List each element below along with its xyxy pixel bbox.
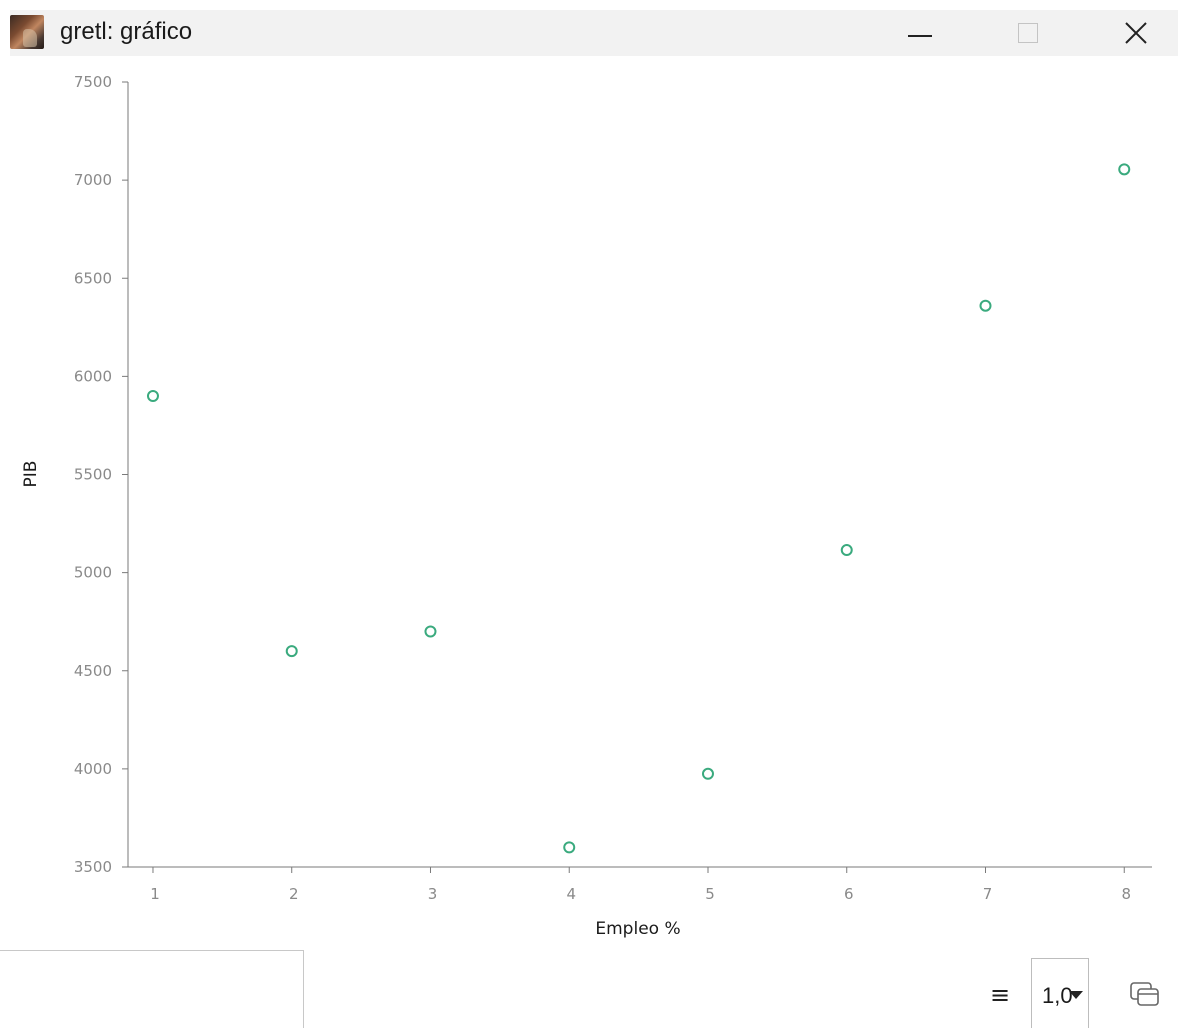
data-point — [424, 625, 437, 638]
x-axis-label: Empleo % — [595, 919, 680, 939]
x-tick-label: 1 — [150, 885, 160, 903]
data-point — [285, 645, 298, 658]
minimize-icon — [908, 35, 932, 37]
y-tick-label: 5500 — [74, 466, 112, 484]
window-title: gretl: gráfico — [60, 18, 193, 45]
data-point — [146, 390, 159, 402]
y-tick-label: 6500 — [74, 269, 112, 287]
y-tick-label: 7000 — [74, 171, 112, 189]
maximize-icon — [1018, 23, 1038, 43]
y-axis-ticks: 3500 4000 4500 5000 5500 6000 6500 7000 7500 — [74, 73, 128, 876]
y-tick-label: 5000 — [74, 564, 112, 582]
scatter-plot[interactable]: 3500 4000 4500 5000 5500 6000 6500 7000 7500 1 2 3… — [0, 56, 1178, 950]
bottom-left-panel — [0, 950, 304, 1028]
menu-button[interactable]: ≡ — [985, 980, 1015, 1010]
windows-stack-icon — [1130, 982, 1159, 1006]
chevron-down-icon — [1069, 991, 1083, 999]
x-tick-label: 4 — [566, 885, 576, 903]
x-tick-label: 8 — [1121, 885, 1131, 903]
hamburger-menu-icon: ≡ — [989, 981, 1011, 1009]
x-axis-ticks: 1 2 3 4 5 6 7 8 — [150, 867, 1131, 903]
minimize-button[interactable] — [888, 10, 952, 56]
y-tick-label: 7500 — [74, 73, 112, 91]
x-tick-label: 7 — [983, 885, 993, 903]
data-point — [1118, 163, 1131, 176]
x-tick-label: 6 — [844, 885, 854, 903]
zoom-value: 1,0 — [1042, 983, 1073, 1008]
windows-button[interactable] — [1128, 980, 1162, 1010]
zoom-select[interactable]: 1,0 — [1031, 958, 1089, 1028]
scatter-points — [146, 163, 1131, 854]
gretl-app-icon[interactable] — [10, 15, 44, 49]
y-axis-label: PIB — [21, 461, 41, 488]
data-point — [840, 544, 853, 557]
x-tick-label: 2 — [289, 885, 299, 903]
close-button[interactable] — [1104, 10, 1168, 56]
window-titlebar: gretl: gráfico — [10, 10, 1178, 56]
close-icon — [1125, 22, 1147, 44]
y-tick-label: 6000 — [74, 367, 112, 385]
x-tick-label: 3 — [428, 885, 438, 903]
data-point — [563, 841, 576, 854]
data-point — [979, 299, 992, 312]
y-tick-label: 4500 — [74, 662, 112, 680]
data-point — [701, 767, 714, 780]
y-tick-label: 3500 — [74, 858, 112, 876]
y-tick-label: 4000 — [74, 760, 112, 778]
x-tick-label: 5 — [705, 885, 715, 903]
maximize-button[interactable] — [996, 10, 1060, 56]
